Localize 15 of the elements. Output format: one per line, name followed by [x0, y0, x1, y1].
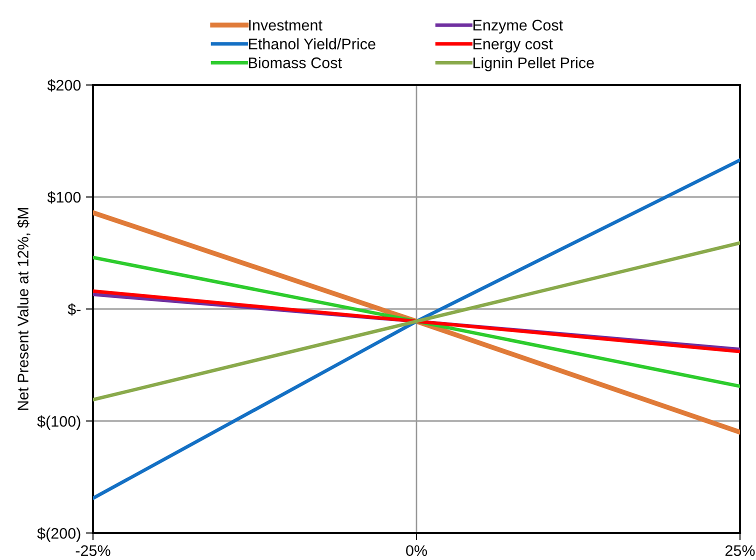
y-tick-label: $(100) — [37, 415, 80, 430]
y-tick-label: $100 — [47, 191, 81, 204]
y-tick-label: $(200) — [37, 527, 80, 542]
y-tick-label: $- — [68, 303, 81, 316]
legend-label: Ethanol Yield/Price — [248, 38, 376, 50]
x-tick-label: 25% — [725, 545, 755, 556]
legend-label: Biomass Cost — [248, 57, 342, 68]
legend-label: Enzyme Cost — [473, 20, 563, 34]
legend-label: Lignin Pellet Price — [473, 57, 594, 72]
y-tick-label: $200 — [47, 79, 81, 92]
x-tick-label: 0% — [406, 545, 427, 556]
legend-label: Energy cost — [473, 38, 553, 52]
y-axis-title: Net Present Value at 12%, $M — [17, 208, 30, 410]
legend-label: Investment — [249, 20, 322, 31]
x-tick-label: -25% — [76, 545, 110, 556]
